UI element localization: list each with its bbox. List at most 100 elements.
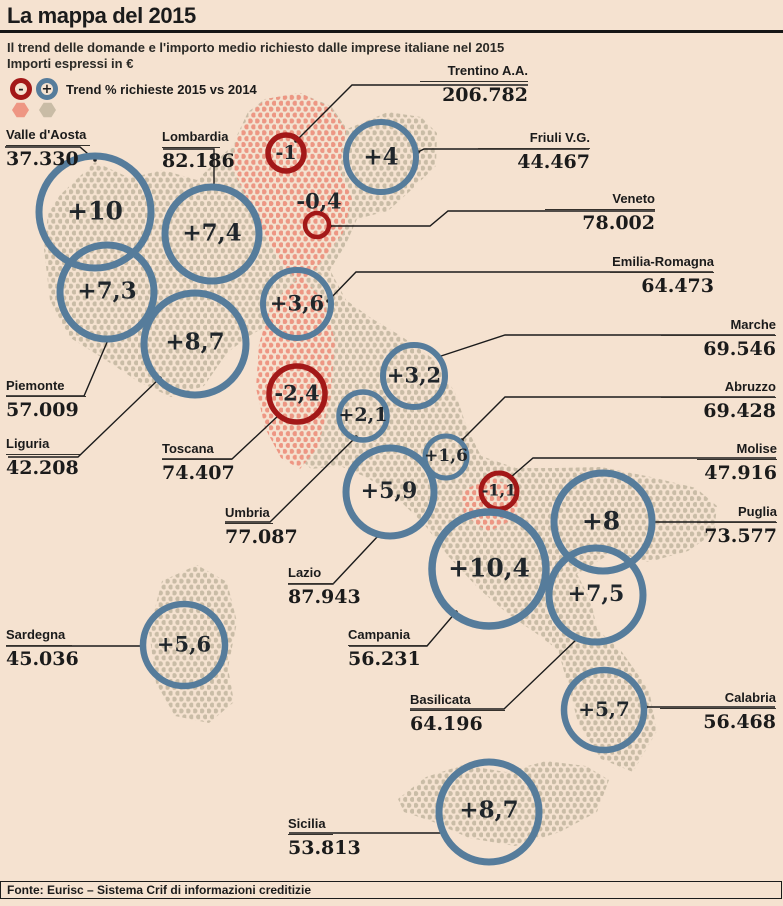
trend-ring-calabria [560, 666, 648, 754]
trend-value-lombardia: +7,4 [182, 219, 242, 247]
trend-value-friuli: +4 [363, 143, 399, 171]
trend-ring-trentino [265, 132, 307, 174]
legend-plus-sign: + [41, 81, 53, 97]
label-rule [162, 459, 232, 460]
page-title: La mappa del 2015 [7, 3, 196, 28]
trend-value-valle-daosta: +10 [67, 196, 123, 226]
trend-ring-friuli [343, 119, 419, 195]
connector-veneto [330, 210, 655, 227]
connector-emilia-romagna [327, 271, 713, 302]
region-value: 206.782 [442, 84, 528, 106]
region-value: 82.186 [162, 150, 235, 172]
label-rule [6, 396, 86, 397]
region-value: 53.813 [288, 837, 361, 859]
label-sardegna: Sardegna 45.036 [6, 628, 79, 670]
region-name: Molise [736, 441, 777, 456]
connector-campania [349, 611, 457, 647]
label-rule [661, 397, 776, 398]
connector-lazio [288, 535, 379, 585]
label-rule [162, 147, 220, 148]
label-molise: Molise 47.916 [697, 442, 777, 483]
region-name: Campania [348, 627, 411, 642]
connector-lombardia [163, 148, 215, 186]
trend-value-molise: -1,1 [481, 480, 517, 500]
region-name: Abruzzo [724, 379, 776, 394]
label-trentino: Trentino A.A. 206.782 [420, 64, 528, 105]
trend-ring-campania [428, 508, 550, 630]
legend-negative-dot-icon [12, 102, 29, 118]
label-rule [697, 522, 777, 523]
region-value: 44.467 [517, 151, 590, 173]
region-name: Umbria [225, 505, 270, 520]
region-value: 69.546 [703, 338, 776, 360]
region-value: 78.002 [582, 212, 655, 234]
region-value: 37.330 [6, 148, 79, 170]
legend-negative-ring-icon: - [10, 78, 32, 100]
trend-value-toscana: -2,4 [274, 380, 320, 406]
label-veneto: Veneto 78.002 [545, 192, 655, 233]
label-rule [420, 81, 528, 82]
trend-ring-basilicata [545, 544, 647, 646]
trend-value-trentino: -1 [275, 142, 297, 164]
region-value: 45.036 [6, 648, 79, 670]
trend-circles [35, 119, 656, 866]
label-campania: Campania 56.231 [348, 628, 427, 669]
subtitle: Il trend delle domande e l'importo medio… [7, 40, 505, 55]
connector-trentino [295, 84, 528, 142]
trend-ring-puglia [550, 469, 656, 575]
trend-ring-umbria [336, 389, 390, 443]
label-rule [661, 335, 776, 336]
connector-lines [5, 84, 776, 834]
region-name: Sicilia [288, 816, 326, 831]
trend-value-puglia: +8 [581, 506, 621, 536]
label-basilicata: Basilicata 64.196 [410, 693, 505, 734]
legend-positive-ring-icon: + [36, 78, 58, 100]
label-rule [410, 710, 505, 711]
region-name: Valle d'Aosta [6, 127, 87, 142]
label-rule [697, 459, 777, 460]
trend-ring-valle-daosta [35, 152, 155, 272]
trend-ring-toscana [266, 363, 328, 425]
region-name: Piemonte [6, 378, 65, 393]
label-rule [610, 272, 714, 273]
legend-positive-dot-icon [39, 102, 56, 118]
trend-value-calabria: +5,7 [578, 697, 630, 721]
connector-liguria [8, 377, 161, 458]
trend-ring-sardegna [139, 600, 229, 690]
label-toscana: Toscana 74.407 [162, 441, 235, 484]
region-value: 73.577 [704, 525, 777, 547]
region-value: 77.087 [225, 526, 298, 548]
legend-minus-sign: - [18, 81, 24, 97]
trend-value-liguria: +8,7 [165, 328, 225, 356]
region-name: Puglia [737, 504, 777, 519]
label-emilia-romagna: Emilia-Romagna 64.473 [610, 255, 714, 296]
trend-value-lazio: +5,9 [360, 478, 418, 504]
legend-label: Trend % richieste 2015 vs 2014 [66, 82, 257, 97]
label-rule [288, 583, 334, 584]
trend-value-veneto: -0,4 [296, 188, 342, 214]
region-value: 42.208 [6, 457, 79, 479]
label-puglia: Puglia 73.577 [697, 505, 777, 546]
region-value: 64.473 [641, 275, 714, 297]
trend-value-sicilia: +8,7 [459, 796, 519, 824]
trend-value-abruzzo: +1,6 [424, 446, 468, 466]
label-calabria: Calabria 56.468 [660, 691, 776, 732]
region-value: 64.196 [410, 713, 483, 735]
connector-umbria [225, 436, 357, 523]
region-name: Lombardia [162, 129, 229, 144]
label-rule [6, 454, 80, 455]
label-rule [225, 523, 273, 524]
trend-value-campania: +10,4 [448, 553, 530, 583]
source-text: Fonte: Eurisc – Sistema Crif di informaz… [7, 883, 312, 897]
region-name: Toscana [162, 441, 214, 456]
label-rule [478, 148, 590, 149]
label-rule [288, 834, 333, 835]
region-value: 74.407 [162, 462, 235, 484]
region-name: Calabria [724, 690, 776, 705]
label-liguria: Liguria 42.208 [6, 437, 80, 478]
trend-ring-piemonte [56, 241, 158, 343]
trend-ring-sicilia [435, 758, 543, 866]
label-abruzzo: Abruzzo 69.428 [661, 380, 776, 421]
